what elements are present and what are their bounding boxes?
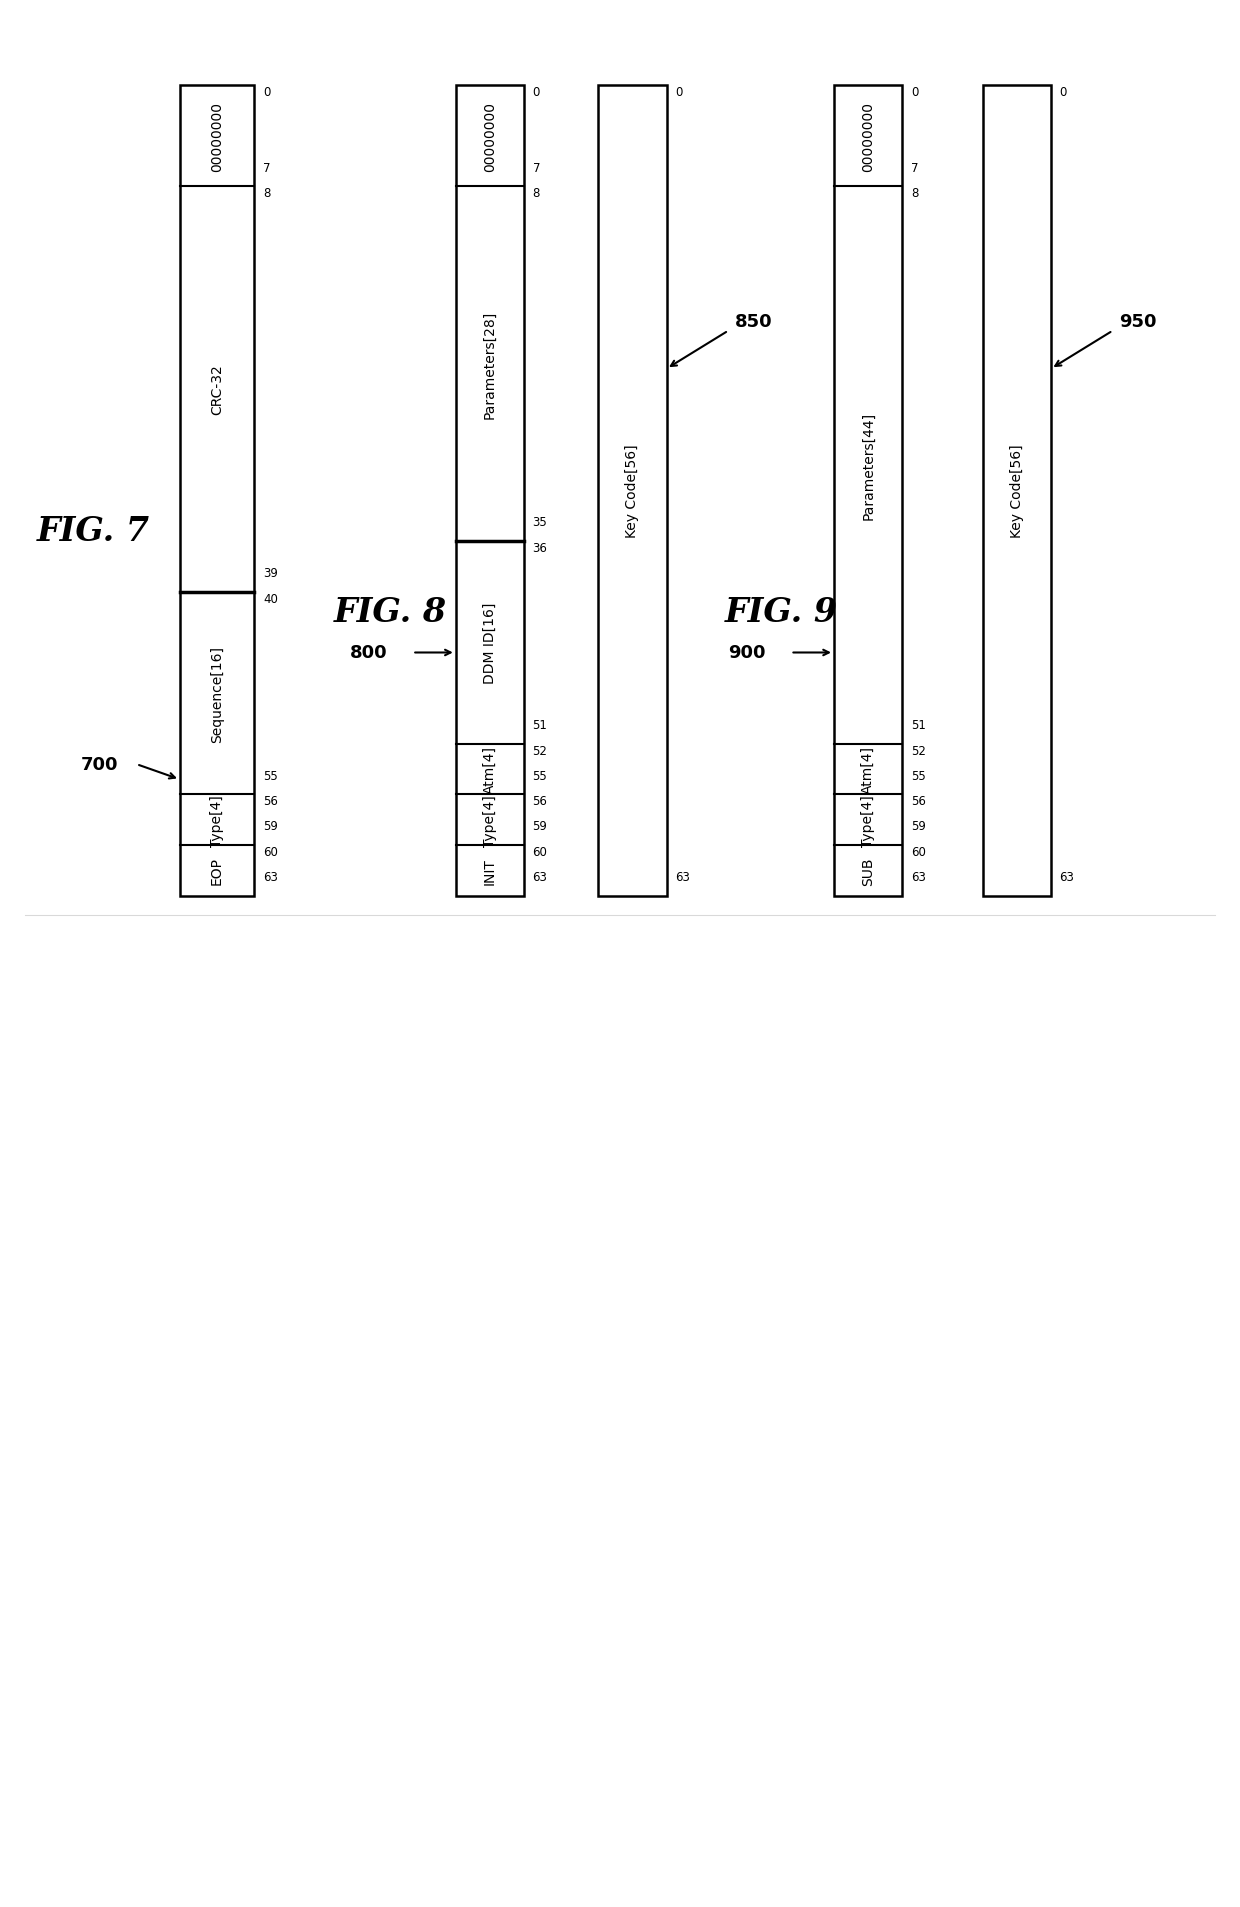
Text: 0: 0 [910, 86, 918, 99]
Text: Sequence[16]: Sequence[16] [210, 645, 224, 742]
Text: 7: 7 [263, 162, 270, 174]
Text: 60: 60 [910, 845, 925, 858]
Text: Key Code[56]: Key Code[56] [625, 444, 640, 538]
Text: 55: 55 [533, 769, 547, 782]
Text: 900: 900 [728, 645, 766, 662]
Text: FIG. 9: FIG. 9 [724, 597, 838, 629]
Text: Key Code[56]: Key Code[56] [1009, 444, 1024, 538]
Text: 36: 36 [533, 542, 547, 555]
Text: 56: 56 [533, 795, 547, 809]
Text: 35: 35 [533, 517, 547, 528]
Text: Atm[4]: Atm[4] [861, 746, 875, 793]
Text: 51: 51 [910, 719, 925, 732]
Text: 39: 39 [263, 566, 278, 580]
Text: 51: 51 [533, 719, 547, 732]
Text: 7: 7 [533, 162, 541, 174]
Text: 63: 63 [533, 871, 547, 883]
Text: DDM ID[16]: DDM ID[16] [482, 603, 497, 685]
Text: 0: 0 [675, 86, 682, 99]
Text: 8: 8 [263, 187, 270, 200]
Text: 00000000: 00000000 [210, 101, 224, 172]
Text: 950: 950 [1118, 313, 1157, 330]
Text: 55: 55 [263, 769, 278, 782]
Text: Parameters[44]: Parameters[44] [861, 412, 875, 521]
Text: 700: 700 [81, 755, 118, 774]
Text: 800: 800 [350, 645, 388, 662]
Bar [456, 86, 523, 896]
Text: 63: 63 [675, 871, 689, 883]
Bar [180, 86, 254, 896]
Text: Type[4]: Type[4] [210, 795, 224, 847]
Text: 60: 60 [263, 845, 278, 858]
Text: Type[4]: Type[4] [482, 795, 497, 847]
Text: 0: 0 [263, 86, 270, 99]
Text: 0: 0 [533, 86, 539, 99]
Text: 59: 59 [910, 820, 925, 833]
Text: 40: 40 [263, 593, 278, 605]
Text: SUB: SUB [861, 856, 875, 885]
Bar [598, 86, 667, 896]
Text: CRC-32: CRC-32 [210, 364, 224, 416]
Text: 8: 8 [533, 187, 539, 200]
Text: FIG. 7: FIG. 7 [36, 515, 150, 547]
Text: Type[4]: Type[4] [861, 795, 875, 847]
Bar [982, 86, 1052, 896]
Text: FIG. 8: FIG. 8 [334, 597, 448, 629]
Text: 63: 63 [910, 871, 925, 883]
Text: 59: 59 [533, 820, 547, 833]
Text: 00000000: 00000000 [861, 101, 875, 172]
Text: 63: 63 [1059, 871, 1074, 883]
Text: 850: 850 [734, 313, 773, 330]
Text: 52: 52 [910, 744, 925, 757]
Text: 59: 59 [263, 820, 278, 833]
Text: 56: 56 [263, 795, 278, 809]
Text: Parameters[28]: Parameters[28] [482, 311, 497, 418]
Text: Atm[4]: Atm[4] [482, 746, 497, 793]
Text: 52: 52 [533, 744, 547, 757]
Text: EOP: EOP [210, 856, 224, 885]
Text: 55: 55 [910, 769, 925, 782]
Text: INIT: INIT [482, 858, 497, 885]
Text: 56: 56 [910, 795, 925, 809]
Text: 7: 7 [910, 162, 919, 174]
Text: 00000000: 00000000 [482, 101, 497, 172]
Text: 60: 60 [533, 845, 547, 858]
Bar [833, 86, 903, 896]
Text: 8: 8 [910, 187, 918, 200]
Text: 0: 0 [1059, 86, 1066, 99]
Text: 63: 63 [263, 871, 278, 883]
